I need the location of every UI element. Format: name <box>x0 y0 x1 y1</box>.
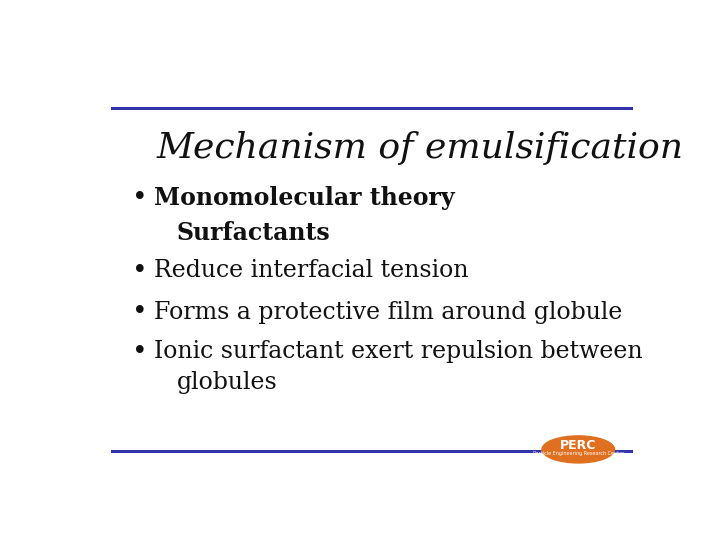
Text: Particle Engineering Research Center: Particle Engineering Research Center <box>533 451 624 456</box>
Text: Monomolecular theory: Monomolecular theory <box>154 186 455 210</box>
Text: •: • <box>132 339 148 364</box>
Text: •: • <box>132 258 148 284</box>
Text: •: • <box>132 185 148 211</box>
Text: Ionic surfactant exert repulsion between: Ionic surfactant exert repulsion between <box>154 340 643 363</box>
Text: •: • <box>132 299 148 325</box>
Text: PERC: PERC <box>560 439 596 452</box>
Text: Mechanism of emulsification: Mechanism of emulsification <box>157 131 684 165</box>
Text: globules: globules <box>176 372 277 394</box>
Text: Reduce interfacial tension: Reduce interfacial tension <box>154 259 469 282</box>
Text: Surfactants: Surfactants <box>176 221 330 245</box>
Text: Forms a protective film around globule: Forms a protective film around globule <box>154 301 623 323</box>
Ellipse shape <box>542 436 615 463</box>
